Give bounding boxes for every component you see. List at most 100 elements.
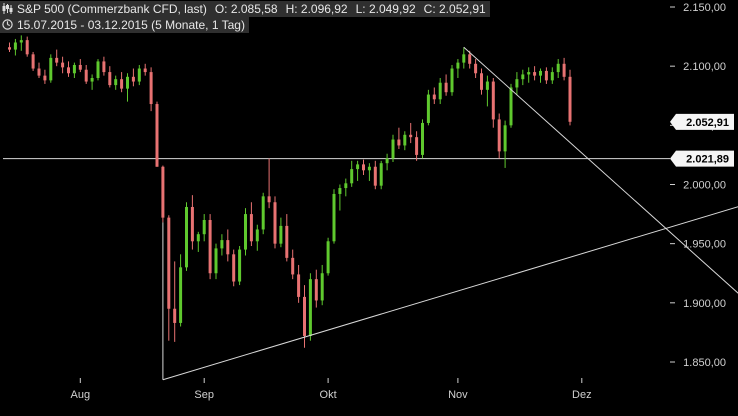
candle xyxy=(55,49,59,67)
candle-body xyxy=(114,79,118,86)
candle xyxy=(367,163,371,181)
candle xyxy=(527,67,531,83)
candle xyxy=(426,89,430,126)
candle-body xyxy=(267,196,271,203)
candle xyxy=(568,69,572,126)
candle-body xyxy=(320,273,324,301)
candle-body xyxy=(72,64,76,74)
candle xyxy=(314,269,318,308)
candle xyxy=(344,178,348,197)
candle xyxy=(432,87,436,105)
candle xyxy=(285,214,289,262)
candle-body xyxy=(8,47,11,50)
candle xyxy=(255,224,259,251)
candle xyxy=(179,254,183,327)
close-value: C: 2.052,91 xyxy=(423,2,486,16)
candle-body xyxy=(450,68,454,93)
candle-body xyxy=(149,72,153,105)
chart-header-ohlc: S&P 500 (Commerzbank CFD, last) O: 2.085,… xyxy=(0,1,490,17)
candle xyxy=(131,68,135,87)
candle-body xyxy=(344,183,348,189)
candle xyxy=(544,67,548,84)
candle-body xyxy=(326,241,330,274)
date-range: 15.07.2015 - 03.12.2015 (5 Monate, 1 Tag… xyxy=(17,18,245,32)
candle-body xyxy=(37,68,41,76)
candle xyxy=(438,77,442,105)
price-label-text: 2.021,89 xyxy=(686,154,729,166)
candle-body xyxy=(515,79,519,88)
resistance-trendline xyxy=(463,46,738,294)
price-label: 2.021,89 xyxy=(670,150,734,167)
candle xyxy=(403,131,407,151)
candle xyxy=(78,59,82,73)
candle-body xyxy=(249,214,253,242)
x-tick-label: Aug xyxy=(71,389,91,401)
candle xyxy=(190,195,194,250)
candle-body xyxy=(244,214,247,250)
candle xyxy=(497,113,501,159)
candle-body xyxy=(362,164,365,171)
candle xyxy=(503,120,507,168)
x-axis: Aug Sep Okt Nov Dez xyxy=(71,378,592,401)
candle-body xyxy=(173,308,177,323)
candle-body xyxy=(462,54,466,63)
candle xyxy=(421,119,424,159)
candle-body xyxy=(409,134,413,138)
candle xyxy=(409,122,413,144)
candle-body xyxy=(190,206,194,242)
candle xyxy=(385,153,389,171)
open-value: O: 2.085,58 xyxy=(214,2,278,16)
candle-body xyxy=(108,72,112,86)
candle-body xyxy=(131,76,135,82)
candle-body xyxy=(332,193,336,242)
candle xyxy=(143,63,147,76)
candle-body xyxy=(167,217,171,309)
candle-body xyxy=(49,57,53,81)
y-tick-label: 2.150,00 xyxy=(683,2,726,14)
candle xyxy=(362,159,365,176)
candle-body xyxy=(297,274,301,297)
candle xyxy=(279,217,283,248)
candle xyxy=(244,208,247,256)
candle-body xyxy=(338,188,342,194)
candle-body xyxy=(55,57,59,63)
candle-body xyxy=(202,219,206,235)
price-label-text: 2.052,91 xyxy=(686,117,729,129)
candle xyxy=(249,202,253,247)
candle xyxy=(297,264,301,303)
candle xyxy=(550,67,554,84)
candle-body xyxy=(397,139,401,146)
candle-body xyxy=(90,77,94,82)
candle-body xyxy=(503,125,507,152)
candle-body xyxy=(568,76,572,122)
candle-body xyxy=(78,64,82,70)
candle xyxy=(273,196,277,249)
candle-body xyxy=(137,68,141,82)
candle xyxy=(167,215,171,341)
candle-body xyxy=(474,63,478,74)
candle-body xyxy=(179,267,183,323)
candle-body xyxy=(456,62,460,69)
candle-body xyxy=(196,234,200,242)
candle-body xyxy=(255,229,259,242)
candle xyxy=(515,72,519,95)
candle xyxy=(456,59,460,78)
candle-body xyxy=(350,169,354,184)
candle-body xyxy=(562,63,566,77)
candle xyxy=(161,165,165,223)
candle xyxy=(185,202,188,271)
candle xyxy=(485,75,489,107)
candle xyxy=(350,160,354,187)
candle-body xyxy=(31,54,35,69)
candle-body xyxy=(291,257,295,275)
candle xyxy=(114,75,118,90)
candle-body xyxy=(367,166,371,171)
candle xyxy=(173,261,177,342)
candle-body xyxy=(556,63,560,73)
candle-body xyxy=(421,122,424,155)
candle xyxy=(208,214,212,280)
candle-body xyxy=(308,279,312,336)
candle xyxy=(49,54,53,83)
candle xyxy=(61,56,65,74)
candle-body xyxy=(480,73,483,90)
